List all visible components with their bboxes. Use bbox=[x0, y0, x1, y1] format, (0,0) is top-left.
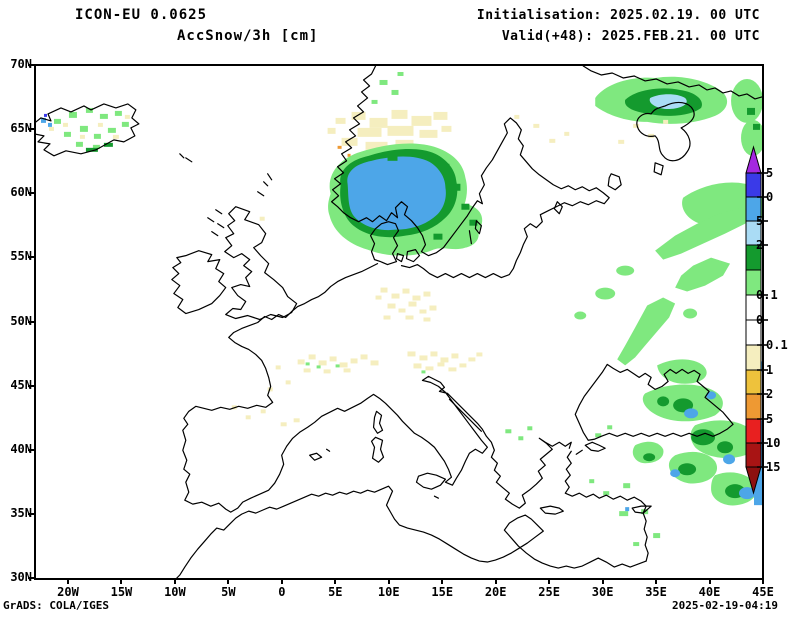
x-tick-label: 30E bbox=[591, 585, 614, 599]
colorbar-label: 2 bbox=[756, 238, 763, 252]
x-tick bbox=[120, 578, 123, 584]
x-tick-label: 15W bbox=[110, 585, 133, 599]
colorbar-label: 0 bbox=[756, 313, 763, 327]
x-tick bbox=[173, 578, 176, 584]
colorbar-label: 0.1 bbox=[756, 288, 778, 302]
y-tick-label: 65N bbox=[10, 121, 32, 136]
europe-map bbox=[36, 66, 762, 578]
snow-patch-iceland bbox=[40, 107, 130, 152]
y-tick-label: 40N bbox=[10, 441, 32, 456]
variable-title: AccSnow/3h [cm] bbox=[177, 28, 319, 44]
colorbar-label: 10 bbox=[766, 436, 780, 450]
x-tick bbox=[601, 578, 604, 584]
y-tick bbox=[28, 577, 35, 579]
y-tick-label: 50N bbox=[10, 313, 32, 328]
snow-patch-kola bbox=[514, 76, 762, 226]
colorbar-arrow-bottom bbox=[745, 466, 762, 495]
colorbar-label: 5 bbox=[756, 214, 763, 228]
x-tick-label: 25E bbox=[538, 585, 560, 599]
x-tick bbox=[387, 578, 390, 584]
coastlines bbox=[36, 66, 762, 578]
x-tick bbox=[494, 578, 497, 584]
x-tick bbox=[334, 578, 337, 584]
x-tick-label: 10W bbox=[164, 585, 186, 599]
colorbar-segment bbox=[745, 172, 762, 198]
colorbar-label: 5 bbox=[766, 166, 773, 180]
colorbar-segment bbox=[745, 369, 762, 395]
y-tick-label: 70N bbox=[10, 57, 32, 71]
colorbar-label: 0.1 bbox=[766, 338, 788, 352]
y-tick-label: 55N bbox=[10, 249, 32, 264]
colorbar-segment bbox=[745, 442, 762, 468]
x-tick bbox=[708, 578, 711, 584]
colorbar-segment bbox=[745, 344, 762, 371]
x-tick bbox=[67, 578, 69, 584]
colorbar-label: 5 bbox=[766, 412, 773, 426]
x-tick bbox=[655, 578, 658, 584]
x-tick-label: 20E bbox=[484, 585, 507, 599]
y-tick bbox=[28, 128, 35, 131]
y-tick-label: 60N bbox=[10, 185, 32, 200]
model-title: ICON-EU 0.0625 bbox=[75, 7, 208, 23]
y-tick-label: 30N bbox=[10, 570, 32, 584]
x-tick bbox=[441, 578, 444, 584]
x-tick bbox=[761, 578, 764, 584]
x-tick-label: 15E bbox=[431, 585, 454, 599]
snow-patch-caucasus bbox=[505, 359, 762, 547]
colorbar-label: 1 bbox=[766, 363, 773, 377]
y-tick bbox=[28, 64, 35, 66]
x-tick bbox=[280, 578, 283, 584]
colorbar-label: 2 bbox=[766, 387, 773, 401]
x-tick-label: 5W bbox=[221, 585, 236, 599]
colorbar-segment bbox=[745, 393, 762, 420]
y-tick bbox=[28, 256, 35, 259]
x-tick-label: 20W bbox=[57, 585, 79, 599]
snow-patch-central-europe bbox=[231, 216, 483, 427]
y-tick bbox=[28, 320, 35, 323]
init-time: Initialisation: 2025.02.19. 00 UTC bbox=[476, 8, 760, 23]
y-tick bbox=[28, 192, 35, 195]
colorbar-label: 0 bbox=[766, 190, 773, 204]
x-tick bbox=[227, 578, 230, 584]
x-tick-label: 0 bbox=[278, 585, 286, 599]
colorbar-label: 15 bbox=[766, 460, 780, 474]
x-tick-label: 5E bbox=[328, 585, 343, 599]
y-tick bbox=[28, 512, 35, 515]
x-tick-label: 10E bbox=[377, 585, 400, 599]
creation-timestamp: 2025-02-19-04:19 bbox=[672, 599, 778, 612]
snow-patch-norway bbox=[327, 71, 483, 256]
grads-credit: GrADS: COLA/IGES bbox=[3, 599, 109, 612]
x-tick-label: 40E bbox=[698, 585, 721, 599]
y-tick-label: 45N bbox=[10, 377, 32, 392]
y-tick bbox=[28, 448, 35, 451]
y-tick bbox=[28, 384, 35, 387]
x-tick-label: 35E bbox=[645, 585, 667, 599]
snow-patch-russia-swaths bbox=[574, 207, 756, 366]
y-tick-label: 35N bbox=[10, 505, 32, 520]
colorbar-segment bbox=[745, 418, 762, 444]
colorbar-arrow-top bbox=[745, 145, 762, 174]
x-tick-label: 45E bbox=[752, 585, 774, 599]
map-frame bbox=[34, 64, 764, 580]
x-tick bbox=[548, 578, 551, 584]
valid-time: Valid(+48): 2025.FEB.21. 00 UTC bbox=[501, 29, 760, 44]
